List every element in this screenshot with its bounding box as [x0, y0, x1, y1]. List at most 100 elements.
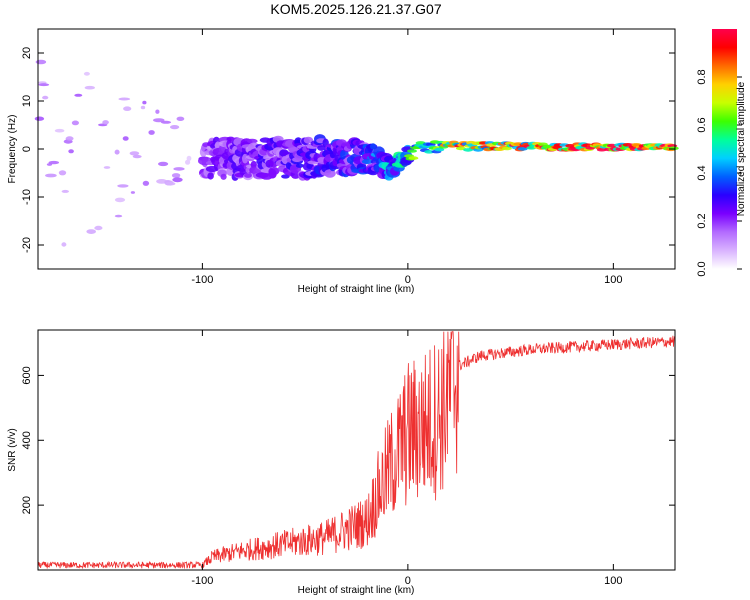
colorbar-tick-label: 0.4	[696, 165, 708, 180]
spectrogram-cell	[220, 173, 227, 180]
spectrogram-y-ticks: -20 -10 0 10 20	[21, 47, 675, 253]
chart-title: KOM5.2025.126.21.37.G07	[270, 1, 441, 17]
y-tick-label: -20	[21, 237, 33, 253]
spectrogram-cell	[45, 173, 57, 178]
spectrogram-cell	[102, 120, 109, 125]
spectrogram-cell	[171, 173, 181, 178]
spectrogram-cell	[132, 154, 142, 159]
snr-y-ticks: 200 400 600	[21, 366, 675, 514]
spectrogram-cell	[281, 174, 290, 179]
spectrogram-cell	[58, 170, 67, 176]
spectrogram-cell	[424, 150, 435, 154]
spectrogram-cell	[295, 163, 304, 168]
spectrogram-cell	[407, 149, 417, 153]
spectrogram-cell	[48, 160, 60, 165]
colorbar-ticks: 0.0 0.2 0.4 0.6 0.8	[696, 69, 742, 277]
spectrogram-marks	[34, 59, 679, 247]
colorbar-tick-label: 0.6	[696, 117, 708, 132]
spectrogram-cell	[123, 106, 132, 111]
spectrogram-cell	[172, 177, 183, 183]
spectrogram-cell	[114, 214, 123, 218]
x-tick-label: 100	[604, 274, 622, 286]
spectrogram-cell	[268, 167, 280, 176]
colorbar-strip	[712, 29, 737, 269]
spectrogram-cell	[668, 146, 679, 151]
y-tick-label: 20	[21, 47, 33, 59]
spectrogram-cell	[158, 161, 169, 167]
spectrogram-cell	[434, 147, 445, 152]
spectrogram-cell	[94, 225, 103, 231]
colorbar-tick-label: 0.2	[696, 213, 708, 228]
spectrogram-cell	[165, 181, 176, 186]
spectrogram-cell	[74, 93, 83, 97]
colorbar-label: Normalized spectral amplitude	[736, 81, 747, 216]
spectrogram-cell	[54, 128, 65, 133]
spectrogram-cell	[129, 151, 140, 156]
y-tick-label: 200	[21, 496, 33, 514]
spectrogram-cell	[142, 100, 147, 105]
spectrogram-cell	[34, 116, 45, 121]
spectrogram-cell	[317, 145, 326, 151]
spectrogram-cell	[244, 173, 252, 178]
spectrogram-cell	[61, 189, 69, 193]
spectrogram-cell	[140, 105, 146, 110]
spectrogram-cell	[153, 118, 165, 123]
spectrogram-cell	[35, 59, 47, 65]
spectrogram-cell	[65, 136, 74, 141]
spectrogram-cell	[71, 120, 79, 126]
spectrogram-cell	[148, 130, 155, 135]
spectrogram-cell	[207, 172, 214, 180]
spectrogram-cell	[142, 180, 150, 186]
spectrogram-cell	[68, 149, 74, 154]
colorbar: 0.0 0.2 0.4 0.6 0.8 Normalized spectral ampl…	[696, 29, 747, 277]
x-tick-label: 0	[405, 575, 411, 587]
spectrogram-cell	[361, 159, 373, 165]
spectrogram-cell	[155, 109, 160, 114]
spectrogram-cell	[303, 136, 314, 144]
spectrogram-cell	[160, 120, 172, 124]
spectrogram-cell	[38, 83, 50, 87]
spectrogram-cell	[61, 242, 67, 247]
spectrogram-cell	[517, 147, 528, 151]
spectrogram-x-ticks: -100 0 100	[191, 29, 623, 286]
spectrogram-cell	[186, 155, 192, 162]
spectrogram-cell	[501, 146, 512, 151]
x-tick-label: 0	[405, 274, 411, 286]
spectrogram-x-label: Height of straight line (km)	[298, 284, 415, 295]
spectrogram-cell	[324, 169, 336, 178]
spectrogram-cell	[247, 138, 258, 144]
spectrogram-cell	[306, 163, 314, 169]
colorbar-tick-label: 0.0	[696, 261, 708, 276]
spectrogram-cell	[176, 116, 185, 122]
snr-y-label: SNR (v/v)	[7, 428, 18, 471]
y-tick-label: 0	[21, 146, 33, 152]
snr-panel: -100 0 100 200 400 600 Height of straight li…	[7, 329, 676, 596]
snr-x-ticks: -100 0 100	[191, 330, 623, 587]
spectrogram-cell	[86, 229, 96, 235]
y-tick-label: 600	[21, 366, 33, 384]
spectrogram-cell	[117, 184, 129, 188]
y-tick-label: -10	[21, 189, 33, 205]
spectrogram-cell	[118, 97, 131, 101]
spectrogram-cell	[84, 85, 96, 90]
spectrogram-cell	[130, 191, 135, 194]
spectrogram-cell	[103, 166, 111, 169]
snr-series-line	[37, 331, 676, 570]
spectrogram-cell	[114, 197, 126, 203]
y-tick-label: 400	[21, 431, 33, 449]
spectrogram-cell	[408, 156, 419, 160]
spectrogram-y-label: Frequency (Hz)	[7, 115, 18, 184]
y-tick-label: 10	[21, 95, 33, 107]
spectrogram-cell	[42, 95, 49, 100]
spectrogram-cell	[83, 71, 90, 76]
x-tick-label: -100	[191, 575, 213, 587]
colorbar-tick-label: 0.8	[696, 69, 708, 84]
spectrogram-cell	[173, 167, 185, 171]
x-tick-label: 100	[604, 575, 622, 587]
snr-frame	[37, 329, 676, 571]
spectrogram-cell	[122, 136, 129, 141]
x-tick-label: -100	[191, 274, 213, 286]
spectrogram-cell	[114, 149, 120, 155]
